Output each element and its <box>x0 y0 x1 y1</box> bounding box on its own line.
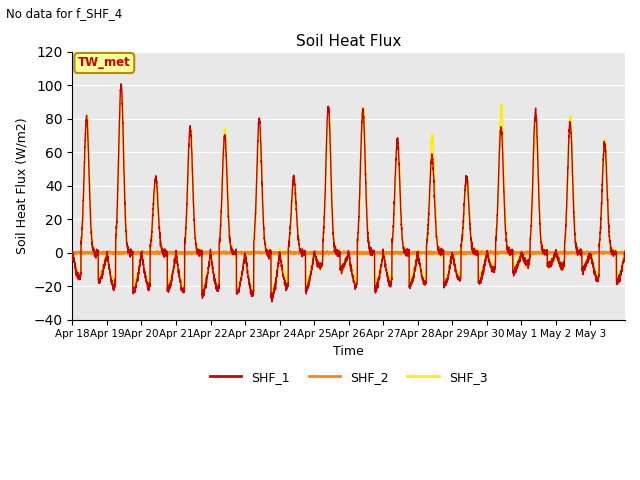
Legend: SHF_1, SHF_2, SHF_3: SHF_1, SHF_2, SHF_3 <box>205 366 492 388</box>
X-axis label: Time: Time <box>333 345 364 358</box>
Text: No data for f_SHF_4: No data for f_SHF_4 <box>6 7 123 20</box>
Y-axis label: Soil Heat Flux (W/m2): Soil Heat Flux (W/m2) <box>15 118 28 254</box>
Text: TW_met: TW_met <box>78 57 131 70</box>
Title: Soil Heat Flux: Soil Heat Flux <box>296 34 401 49</box>
